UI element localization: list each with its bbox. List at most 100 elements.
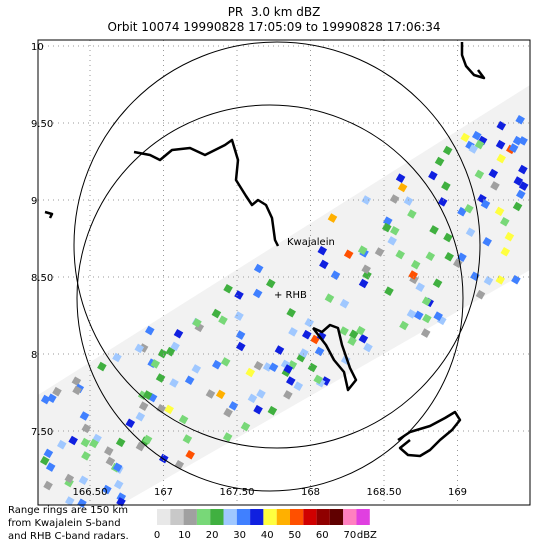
radar-pixel: [220, 357, 231, 367]
radar-pixel: [103, 446, 114, 456]
radar-pixel: [77, 498, 87, 509]
radar-pixel: [71, 376, 82, 387]
radar-pixel: [343, 249, 354, 260]
radar-pixel: [374, 247, 385, 257]
radar-pixel: [390, 226, 400, 236]
radar-pixel: [56, 439, 67, 450]
radar-pixel: [482, 237, 492, 247]
radar-pixel: [361, 195, 372, 205]
radar-pixel: [475, 289, 486, 300]
radar-pixel: [474, 169, 485, 180]
swath: [38, 85, 530, 505]
colorbar-swatch: [329, 509, 344, 525]
radar-pixel: [468, 144, 479, 154]
radar-pixel: [97, 361, 107, 372]
radar-pixel: [362, 270, 372, 280]
radar-pixel: [358, 278, 369, 289]
colorbar-tick-label: 50: [288, 530, 301, 541]
radar-pixel: [142, 434, 153, 445]
radar-pixel: [40, 394, 51, 405]
colorbar-tick-label: 20: [206, 530, 219, 541]
radar-pixel: [316, 331, 327, 342]
radar-pixel: [319, 259, 329, 270]
radar-pixel: [112, 462, 123, 473]
lon-tick-label: 167: [154, 487, 173, 498]
colorbar-swatch: [290, 509, 304, 525]
island: [460, 42, 486, 80]
radar-pixel: [347, 336, 357, 347]
radar-pixel: [495, 139, 506, 150]
plot-area: [37, 39, 531, 509]
radar-pixel: [65, 496, 75, 506]
lat-tick-label: 9: [31, 196, 37, 207]
radar-pixel: [134, 343, 145, 354]
radar-pixel: [274, 345, 285, 355]
lon-tick-label: 166.50: [73, 487, 108, 498]
radar-pixel: [339, 298, 350, 309]
radar-pixel: [422, 313, 432, 324]
note-line: Range rings are 150 km: [8, 505, 128, 516]
lat-tick-label: 7.50: [31, 427, 53, 438]
radar-pixel: [314, 346, 325, 357]
colorbar-tick-label: 60: [316, 530, 329, 541]
radar-pixel: [115, 437, 126, 448]
lon-tick-label: 167.50: [220, 487, 255, 498]
radar-pixel: [236, 341, 246, 352]
radar-pixel: [155, 373, 166, 383]
colorbar-swatch: [183, 509, 197, 525]
colorbar-swatch: [196, 509, 211, 525]
radar-pixel: [304, 318, 314, 328]
radar-pixel: [178, 414, 189, 425]
radar-pixel: [234, 311, 244, 321]
radar-pixel: [512, 201, 523, 212]
radar-pixel: [355, 325, 366, 336]
radar-pixel: [182, 434, 193, 444]
colorbar-swatch: [170, 509, 184, 525]
radar-pixel: [170, 341, 180, 352]
radar-pixel: [72, 385, 82, 396]
lon-tick-label: 168: [301, 487, 320, 498]
radar-pixel: [169, 378, 179, 388]
radar-pixel: [253, 263, 264, 274]
radar-pixel: [483, 276, 494, 286]
note-line: and RHB C-band radars.: [8, 531, 129, 542]
radar-pixel: [516, 189, 526, 200]
radar-pixel: [191, 364, 202, 374]
radar-pixel: [78, 475, 89, 486]
radar-pixel: [247, 393, 258, 404]
radar-pixel: [64, 473, 75, 484]
radar-pixel: [339, 326, 349, 336]
radar-pixel: [79, 411, 90, 421]
radar-pixel: [302, 329, 312, 340]
colorbar-swatch: [157, 509, 171, 525]
radar-pixel: [262, 362, 273, 372]
radar-pixel: [494, 206, 505, 217]
radar-pixel: [223, 407, 233, 418]
colorbar-swatch: [236, 509, 251, 525]
radar-pixel: [150, 359, 161, 369]
radar-pixel: [518, 164, 528, 175]
colorbar-tick-label: 10: [178, 530, 191, 541]
lat-tick-label: 8.50: [31, 273, 53, 284]
radar-pixel: [428, 170, 438, 181]
radar-pixel: [357, 245, 368, 255]
radar-pixel: [268, 362, 279, 373]
radar-pixels: [39, 114, 529, 509]
radar-pixel: [437, 197, 448, 207]
radar-pixel: [253, 361, 264, 371]
radar-pixel: [313, 374, 323, 385]
radar-pixel: [500, 217, 510, 227]
colorbar-tick-label: 0: [154, 530, 160, 541]
radar-pixel: [43, 448, 54, 459]
colorbar-swatch: [316, 509, 330, 525]
radar-pixel: [433, 311, 443, 321]
radar-pixel: [245, 367, 256, 378]
radar-pixel: [515, 114, 525, 125]
colorbar-swatch: [223, 509, 237, 525]
colorbar-swatch: [250, 509, 264, 525]
radar-pixel: [223, 284, 233, 294]
radar-pixel: [457, 206, 467, 217]
radar-pixel: [403, 196, 414, 206]
radar-pixel: [410, 259, 421, 270]
radar-pixel: [222, 432, 233, 442]
